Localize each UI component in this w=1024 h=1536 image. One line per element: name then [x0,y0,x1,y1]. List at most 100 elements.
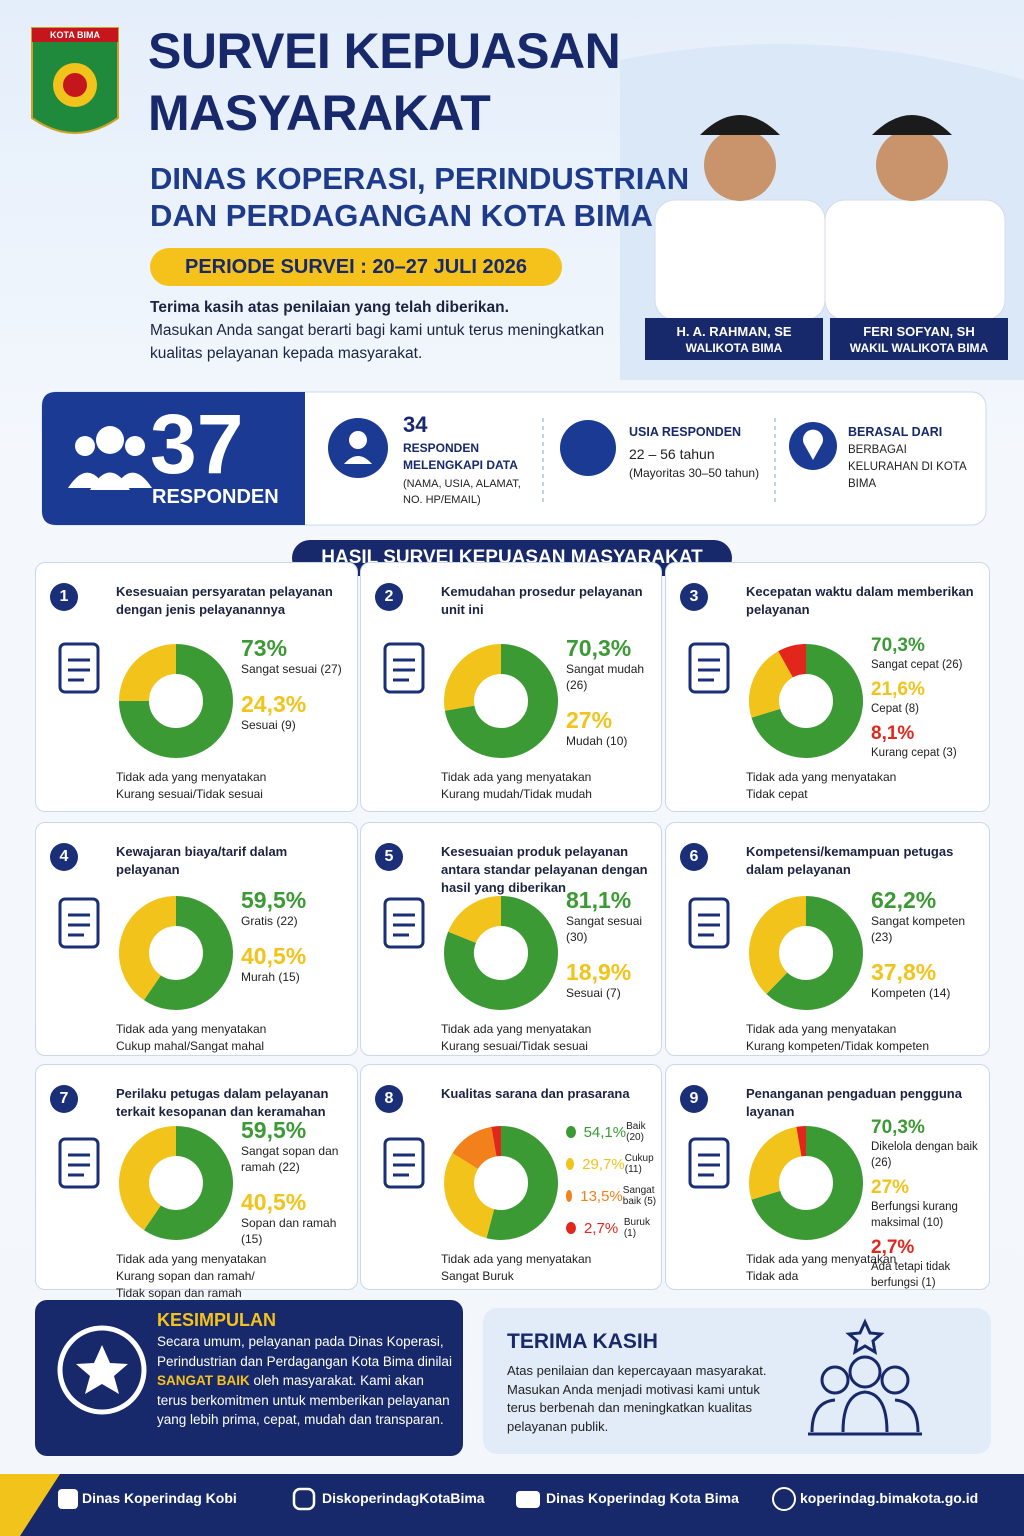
icon-part [349,431,367,449]
question-icon [383,897,425,949]
legend-dot [566,1126,576,1138]
note: Tidak ada yang menyatakan Kurang mudah/Ti… [441,769,592,803]
legend: 81,1% Sangat sesuai (30) 18,9% Sesuai (7) [566,887,658,1015]
donut-segment [119,644,177,702]
result-card: 8 Kualitas sarana dan prasarana 54,1% Baik … [360,1064,662,1290]
donut-segment [749,896,807,995]
donut-segment [119,644,233,758]
question-number: 4 [50,843,78,871]
official-photo [654,115,1006,321]
result-card: 1 Kesesuaian persyaratan pelayanan dengan… [35,562,358,812]
donut-segment [751,1126,863,1240]
age-range: 22 – 56 tahun [629,446,715,462]
thanks-box [483,1308,991,1454]
icon-part [58,897,100,949]
footer-link[interactable]: Dinas Koperindag Kota Bima [546,1490,739,1506]
donut-segment [448,896,502,944]
question-icon [383,1137,425,1189]
question-icon [688,897,730,949]
legend-label: Sangat sopan dan ramah (22) [241,1144,339,1174]
note-line: Tidak ada yang menyatakan [746,770,897,784]
icon-part [688,897,730,949]
note-line: Tidak ada yang menyatakan [116,1022,267,1036]
note-line: Kurang kompeten/Tidak kompeten [746,1039,929,1053]
age-note: (Mayoritas 30–50 tahun) [629,466,760,480]
question-icon [58,1137,100,1189]
official: H. A. RAHMAN, SE WALIKOTA BIMA [645,323,823,357]
title-line: MASYARAKAT [148,85,491,141]
note-line: Tidak ada yang menyatakan [441,770,592,784]
legend: 70,3% Dikelola dengan baik (26) 27% Berfung… [871,1117,986,1297]
note-line: Tidak ada yang menyatakan [116,770,267,784]
question-title: Penanganan pengaduan pengguna layanan [746,1086,962,1119]
legend-label: Sangat kompeten (23) [871,914,966,944]
subtitle-line: DINAS KOPERASI, PERINDUSTRIAN [150,161,690,196]
legend: 73% Sangat sesuai (27) 24,3% Sesuai (9) [241,635,354,747]
icon-part [688,642,730,694]
donut-chart [749,1126,863,1240]
conclusion-part: Secara umum, pelayanan pada Dinas Kopera… [157,1334,452,1369]
intro: Terima kasih atas penilaian yang telah d… [150,296,640,365]
legend-percent: 40,5% [241,1189,307,1215]
donut-chart [444,644,558,758]
instagram-icon [292,1487,316,1511]
legend-label: Cepat (8) [871,703,919,715]
question-icon [688,1137,730,1189]
note-line: Tidak ada [746,1269,799,1283]
legend-percent: 70,3% [871,635,925,656]
icon-part [344,456,372,464]
legend: 59,5% Gratis (22) 40,5% Murah (15) [241,887,354,999]
intro-bold: Terima kasih atas penilaian yang telah d… [150,299,509,316]
footer-link[interactable]: Dinas Koperindag Kobi [82,1490,237,1506]
official-role: WALIKOTA BIMA [685,341,783,355]
legend-label: Gratis (22) [241,914,298,928]
donut-segment [778,644,807,678]
donut-chart [119,896,233,1010]
legend-percent: 27% [566,707,613,733]
legend-label: Mudah (10) [566,734,628,748]
note-line: Tidak ada yang menyatakan [746,1252,897,1266]
note: Tidak ada yang menyatakan Kurang kompeten… [746,1021,929,1055]
official-name: FERI SOFYAN, SH [863,324,975,339]
result-card: 2 Kemudahan prosedur pelayanan unit ini 70… [360,562,662,812]
legend-dot [566,1158,575,1170]
question-number: 3 [680,583,708,611]
result-card: 6 Kompetensi/kemampuan petugas dalam pela… [665,822,990,1056]
legend-percent: 59,5% [241,887,307,913]
donut-segment [491,1126,502,1157]
icon-part [383,1137,425,1189]
official: FERI SOFYAN, SH WAKIL WALIKOTA BIMA [830,323,1008,357]
legend-percent: 21,6% [871,679,925,700]
conclusion-box [35,1300,463,1456]
legend-label: Dikelola dengan baik (26) [871,1141,978,1169]
complete-note: (NAMA, USIA, ALAMAT, NO. HP/EMAIL) [403,478,521,506]
icon-part [58,642,100,694]
note-line: Kurang mudah/Tidak mudah [441,787,592,801]
age-icon [560,420,616,476]
donut-segment [444,1153,495,1239]
note-line: Tidak ada yang menyatakan [746,1022,897,1036]
name-plate [830,318,1008,360]
note-line: Tidak ada yang menyatakan [441,1252,592,1266]
legend-percent: 37,8% [871,959,937,985]
question-title: Kemudahan prosedur pelayanan unit ini [441,584,643,617]
note-line: Tidak cepat [746,787,808,801]
footer-link[interactable]: DiskoperindagKotaBima [322,1490,485,1506]
note: Tidak ada yang menyatakan Sangat Buruk [441,1251,591,1285]
origin-title: BERASAL DARI [848,425,943,439]
legend-percent: 29,7% [582,1155,625,1173]
legend: 59,5% Sangat sopan dan ramah (22) 40,5% Sop… [241,1117,354,1261]
question-title: Kewajaran biaya/tarif dalam pelayanan [116,844,288,877]
community-icon [808,1318,922,1436]
donut-segment [119,896,177,1001]
legend-percent: 54,1% [583,1123,627,1141]
question-number: 7 [50,1085,78,1113]
legend-percent: 81,1% [566,887,632,913]
footer-link[interactable]: koperindag.bimakota.go.id [800,1490,979,1506]
period-pill: PERIODE SURVEI : 20–27 JULI 2026 [150,248,562,286]
question-number: 1 [50,583,78,611]
legend-label: Sangat sesuai (30) [566,914,643,944]
question-icon [58,897,100,949]
note-line: Kurang sesuai/Tidak sesuai [441,1039,588,1053]
